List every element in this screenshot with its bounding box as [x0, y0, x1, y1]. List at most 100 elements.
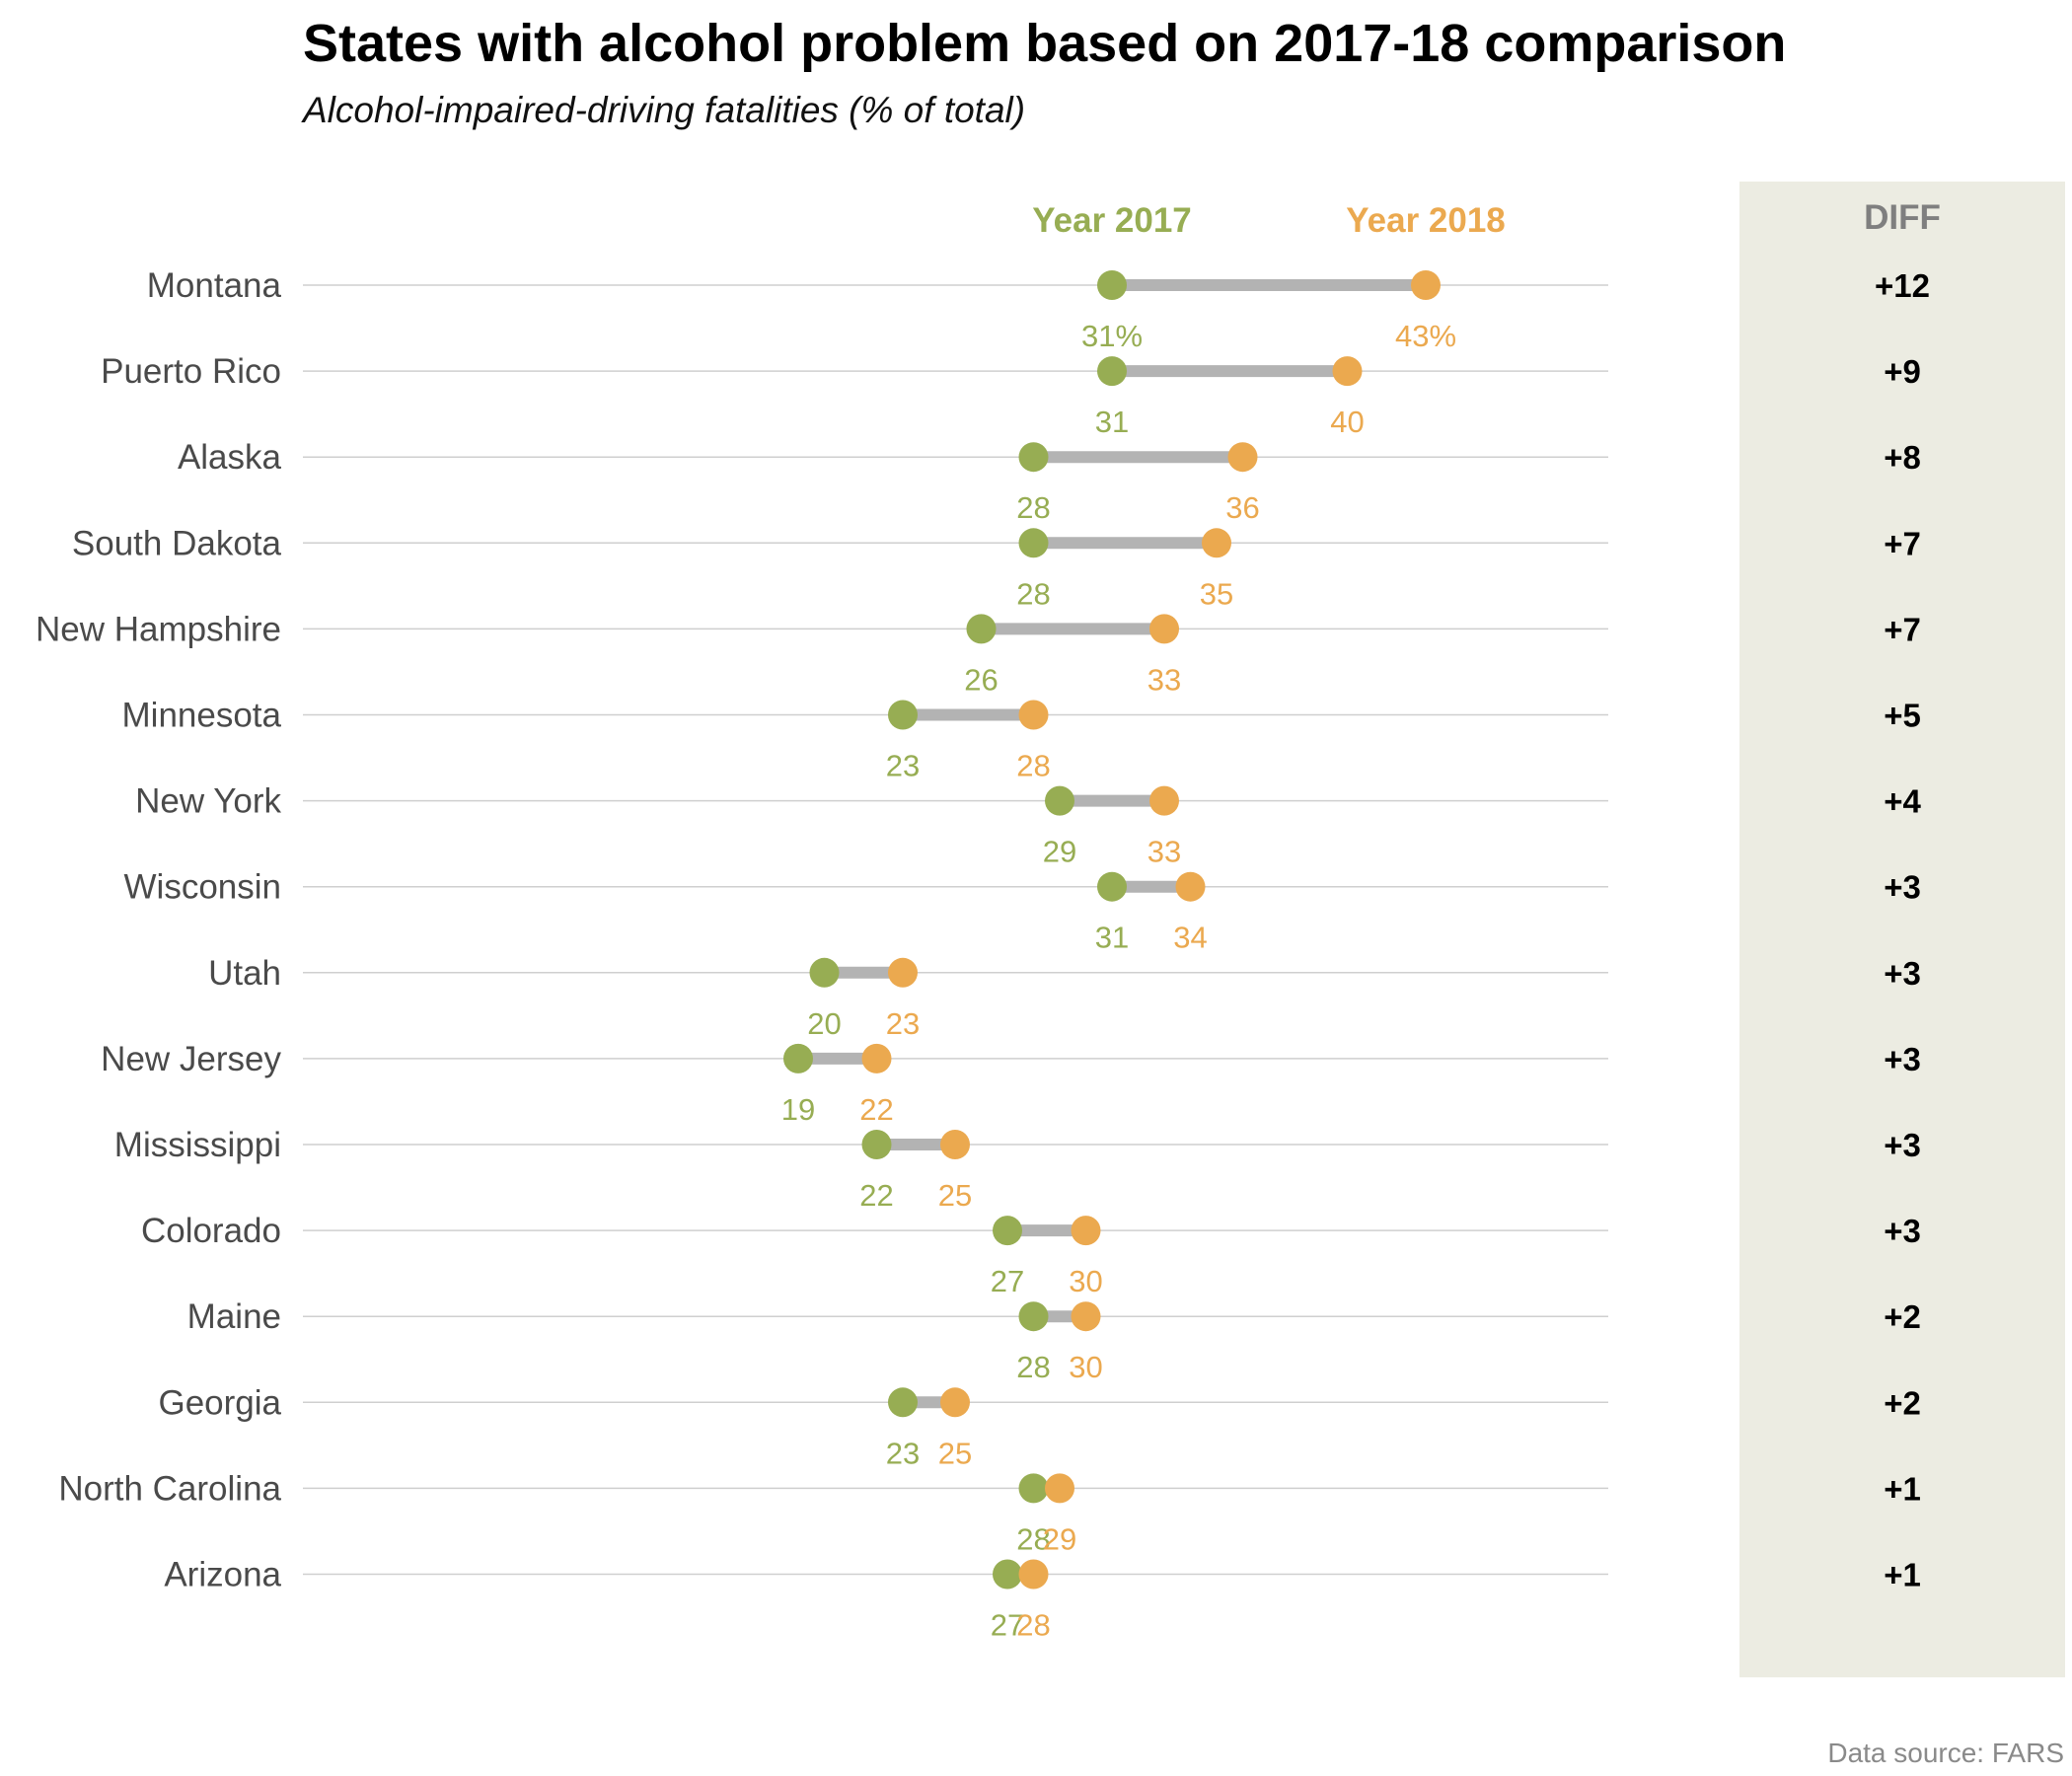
state-label: Arizona: [164, 1556, 281, 1594]
point-2018: [940, 1130, 970, 1159]
point-2017: [1097, 356, 1127, 387]
point-2018: [1149, 785, 1179, 816]
value-label-2017: 27: [991, 1264, 1024, 1298]
point-2018: [1202, 528, 1231, 558]
point-2018: [1071, 1216, 1101, 1246]
value-label-2018: 22: [859, 1092, 893, 1127]
diff-value: +7: [1884, 525, 1921, 561]
point-2017: [993, 1559, 1022, 1590]
state-label: New Hampshire: [36, 610, 281, 648]
value-label-2017: 19: [781, 1092, 815, 1127]
point-2018: [1018, 1559, 1049, 1590]
data-source: Data source: FARS: [1827, 1738, 2064, 1768]
diff-value: +7: [1884, 611, 1921, 647]
state-label: Wisconsin: [124, 868, 281, 907]
diff-panel: [1739, 182, 2065, 1677]
value-label-2018: 23: [886, 1006, 920, 1041]
value-label-2018: 29: [1043, 1521, 1076, 1556]
value-label-2018: 34: [1173, 921, 1207, 955]
value-label-2017: 27: [991, 1608, 1024, 1643]
point-2017: [993, 1216, 1022, 1246]
diff-value: +9: [1884, 353, 1921, 390]
value-label-2018: 40: [1330, 405, 1364, 439]
point-2018: [1175, 871, 1206, 902]
point-2017: [888, 1387, 918, 1418]
value-label-2017: 26: [964, 662, 998, 697]
point-2018: [888, 957, 918, 988]
point-2017: [1097, 270, 1127, 300]
diff-value: +1: [1884, 1470, 1921, 1507]
value-label-2017: 31: [1095, 405, 1129, 439]
point-2018: [1071, 1301, 1101, 1332]
point-2018: [1149, 614, 1179, 644]
point-2017: [1097, 871, 1127, 902]
value-label-2017: 28: [1016, 1521, 1050, 1556]
state-label: South Dakota: [72, 524, 282, 562]
chart-subtitle: Alcohol-impaired-driving fatalities (% o…: [301, 90, 1025, 130]
point-2018: [1411, 270, 1441, 300]
state-label: Montana: [147, 266, 282, 305]
point-2018: [1227, 442, 1258, 473]
point-2017: [809, 957, 840, 988]
diff-header: DIFF: [1864, 198, 1941, 237]
value-label-2017: 29: [1043, 835, 1076, 869]
value-label-2018: 36: [1225, 490, 1259, 525]
point-2018: [1018, 700, 1049, 730]
value-label-2017: 31: [1095, 921, 1129, 955]
value-label-2018: 33: [1147, 662, 1181, 697]
diff-value: +8: [1884, 439, 1921, 476]
value-label-2018: 28: [1016, 749, 1050, 783]
value-label-2017: 23: [886, 749, 920, 783]
point-2017: [1045, 785, 1074, 816]
state-label: Utah: [208, 954, 281, 993]
value-label-2017: 23: [886, 1436, 920, 1470]
point-2017: [1018, 1301, 1049, 1332]
diff-value: +3: [1884, 869, 1921, 906]
value-label-2017: 31%: [1081, 319, 1143, 353]
diff-value: +3: [1884, 1041, 1921, 1077]
diff-value: +3: [1884, 1127, 1921, 1163]
state-label: Mississippi: [114, 1126, 281, 1164]
state-label: Minnesota: [122, 697, 282, 735]
diff-value: +4: [1884, 783, 1921, 820]
value-label-2018: 30: [1069, 1350, 1102, 1384]
value-label-2017: 28: [1016, 576, 1050, 611]
point-2017: [1018, 1473, 1049, 1504]
value-label-2018: 33: [1147, 835, 1181, 869]
diff-value: +3: [1884, 955, 1921, 992]
point-2018: [1332, 356, 1363, 387]
point-2018: [940, 1387, 970, 1418]
value-label-2018: 25: [938, 1436, 972, 1470]
chart-rows: Montana 31% 43% +12 Puerto Rico 31 40 +9 Alaska 2…: [36, 266, 1930, 1643]
value-label-2017: 22: [859, 1178, 893, 1213]
value-label-2017: 20: [807, 1006, 841, 1041]
point-2018: [1045, 1473, 1074, 1504]
value-label-2017: 28: [1016, 490, 1050, 525]
value-label-2018: 25: [938, 1178, 972, 1213]
point-2017: [1018, 442, 1049, 473]
diff-value: +2: [1884, 1384, 1921, 1421]
point-2017: [966, 614, 997, 644]
legend-year-2018: Year 2018: [1346, 201, 1506, 240]
diff-value: +3: [1884, 1213, 1921, 1249]
point-2018: [861, 1043, 892, 1073]
state-label: Alaska: [178, 438, 282, 477]
diff-value: +12: [1875, 267, 1930, 304]
value-label-2018: 35: [1200, 576, 1233, 611]
state-label: Colorado: [141, 1212, 281, 1250]
point-2017: [861, 1130, 892, 1159]
point-2017: [888, 700, 918, 730]
value-label-2018: 43%: [1395, 319, 1456, 353]
point-2017: [1018, 528, 1049, 558]
diff-value: +2: [1884, 1298, 1921, 1335]
state-label: New York: [135, 782, 281, 821]
legend-year-2017: Year 2017: [1032, 201, 1192, 240]
chart-title: States with alcohol problem based on 201…: [303, 14, 1786, 73]
diff-value: +1: [1884, 1557, 1921, 1593]
point-2017: [783, 1043, 813, 1073]
state-label: Georgia: [158, 1383, 281, 1422]
state-label: North Carolina: [58, 1469, 281, 1508]
state-label: New Jersey: [101, 1040, 281, 1078]
state-label: Puerto Rico: [101, 352, 281, 391]
